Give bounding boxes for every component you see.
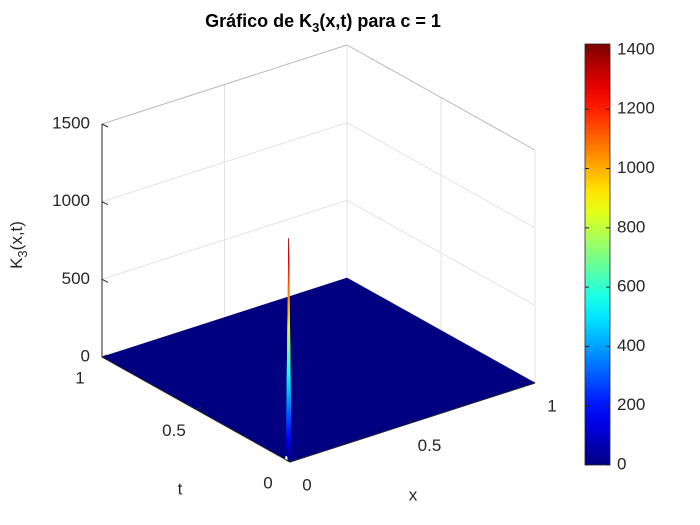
x-tick xyxy=(285,459,291,463)
z-tick xyxy=(101,278,109,283)
colorbar-tick-label: 600 xyxy=(617,277,645,296)
colorbar xyxy=(584,43,611,466)
z-label-subscript: 3 xyxy=(15,250,30,257)
colorbar-tick-label: 800 xyxy=(617,217,645,236)
x-tick xyxy=(530,380,536,384)
x-axis-label: x xyxy=(409,485,418,504)
x-tick xyxy=(408,420,413,423)
y-tick-label: 0 xyxy=(263,473,272,492)
y-tick-label: 0.5 xyxy=(162,421,186,440)
box-edge xyxy=(346,44,536,151)
chart-title: Gráfico de K3(x,t) para c = 1 xyxy=(205,11,441,36)
z-tick xyxy=(101,356,109,361)
z-tick-label: 0 xyxy=(81,346,90,365)
z-tick-label: 500 xyxy=(62,269,90,288)
colorbar-tick-label: 1400 xyxy=(617,39,655,58)
x-tick-label: 1 xyxy=(547,396,556,415)
z-tick xyxy=(101,123,109,128)
title-text: (x,t) para c = 1 xyxy=(319,11,441,31)
box-edge xyxy=(101,44,348,125)
plot-area: 0 500 1000 1500 0 0.5 1 0 0.5 1 0 200 400 600 800 1000 1… xyxy=(52,39,655,494)
x-tick-label: 0.5 xyxy=(418,436,442,455)
z-tick-label: 1000 xyxy=(52,191,90,210)
z-label-text: K xyxy=(7,257,26,269)
colorbar-tick-label: 1200 xyxy=(617,99,655,118)
z-axis-label: K3(x,t) xyxy=(7,221,30,269)
title-subscript: 3 xyxy=(312,20,319,35)
colorbar-tick-label: 1000 xyxy=(617,158,655,177)
y-tick xyxy=(101,354,108,358)
z-tick xyxy=(101,201,109,206)
y-tick xyxy=(289,459,296,463)
colorbar-tick-label: 200 xyxy=(617,395,645,414)
y-tick-label: 1 xyxy=(75,368,84,387)
colorbar-tick-label: 0 xyxy=(617,454,626,473)
x-tick-label: 0 xyxy=(302,475,311,494)
y-tick xyxy=(195,407,202,410)
z-label-text: (x,t) xyxy=(7,221,26,250)
y-axis-label: t xyxy=(178,479,183,498)
title-text: Gráfico de K xyxy=(205,11,312,31)
z-tick-label: 1500 xyxy=(52,113,90,132)
colorbar-tick-label: 400 xyxy=(617,336,645,355)
